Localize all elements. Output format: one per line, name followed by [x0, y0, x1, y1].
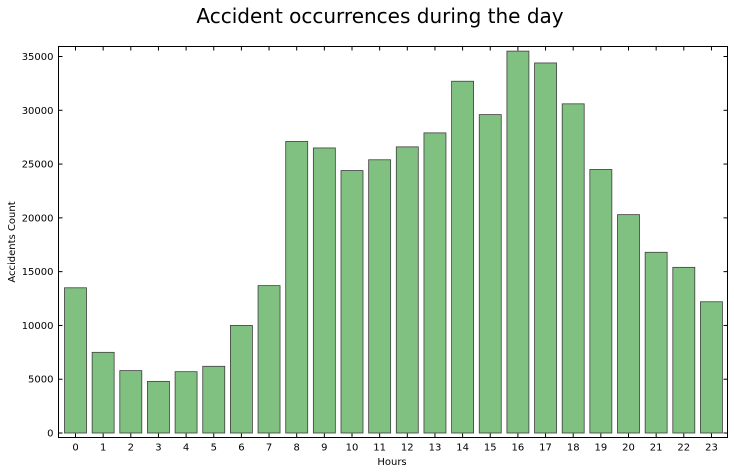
x-tick-label: 2 [128, 443, 134, 454]
x-tick-label: 12 [401, 443, 414, 454]
x-axis-label: Hours [377, 457, 406, 468]
x-tick-label: 5 [211, 443, 217, 454]
bar-hour-0 [64, 287, 87, 434]
x-axis-ticks: 0 1 2 3 4 5 6 7 8 9 10 11 12 13 14 15 16 17 18 19 20 21 22 23 [72, 46, 718, 454]
bar-hour-18 [561, 103, 585, 434]
bar-hour-15 [478, 114, 502, 434]
bar-hour-23 [700, 301, 723, 434]
bar-hour-6 [229, 325, 253, 434]
bar-hour-3 [147, 380, 170, 434]
bar-hour-14 [451, 80, 475, 434]
bar-hour-2 [119, 370, 143, 434]
x-tick-label: 7 [266, 443, 272, 454]
x-tick-label: 11 [373, 443, 386, 454]
x-tick-label: 6 [238, 443, 244, 454]
chart-title: Accident occurrences during the day [196, 4, 563, 28]
bar-hour-1 [91, 351, 115, 434]
bar-hour-16 [506, 50, 530, 434]
x-tick-label: 23 [705, 443, 718, 454]
x-tick-label: 15 [484, 443, 497, 454]
bar-hour-7 [257, 285, 281, 434]
y-tick-label: 20000 [22, 213, 54, 224]
bar-hour-12 [395, 146, 419, 434]
bar-hour-8 [285, 141, 309, 434]
x-tick-label: 8 [294, 443, 300, 454]
y-axis-ticks: 0 5000 10000 15000 20000 25000 30000 35000 [22, 52, 728, 440]
x-tick-label: 4 [183, 443, 189, 454]
bar-hour-11 [368, 159, 392, 434]
bar-hour-20 [617, 214, 640, 434]
x-tick-label: 0 [72, 443, 78, 454]
x-tick-label: 16 [512, 443, 525, 454]
bar-hour-17 [534, 62, 557, 434]
y-axis-label: Accidents Count [7, 201, 18, 282]
x-tick-label: 20 [622, 443, 635, 454]
bars-group [64, 50, 723, 434]
x-tick-label: 21 [650, 443, 663, 454]
y-tick-label: 10000 [22, 321, 54, 332]
x-tick-label: 22 [677, 443, 690, 454]
bar-hour-21 [644, 251, 668, 434]
bar-hour-10 [340, 170, 364, 434]
bar-hour-4 [174, 371, 198, 434]
x-tick-label: 13 [429, 443, 442, 454]
x-tick-label: 9 [321, 443, 327, 454]
x-tick-label: 17 [539, 443, 552, 454]
x-tick-label: 14 [456, 443, 469, 454]
y-tick-label: 30000 [22, 106, 54, 117]
x-tick-label: 10 [346, 443, 359, 454]
y-tick-label: 35000 [22, 52, 54, 63]
bar-hour-19 [589, 169, 613, 434]
x-tick-label: 19 [594, 443, 607, 454]
bar-hour-5 [202, 365, 226, 434]
y-tick-label: 0 [47, 429, 53, 440]
plot-frame [58, 46, 728, 438]
x-tick-label: 1 [100, 443, 106, 454]
bar-hour-22 [672, 266, 696, 434]
bar-hour-9 [312, 147, 336, 434]
y-tick-label: 15000 [22, 267, 54, 278]
bar-hour-13 [423, 132, 447, 434]
x-tick-label: 3 [155, 443, 161, 454]
y-tick-label: 25000 [22, 160, 54, 171]
y-tick-label: 5000 [28, 375, 53, 386]
x-tick-label: 18 [567, 443, 580, 454]
